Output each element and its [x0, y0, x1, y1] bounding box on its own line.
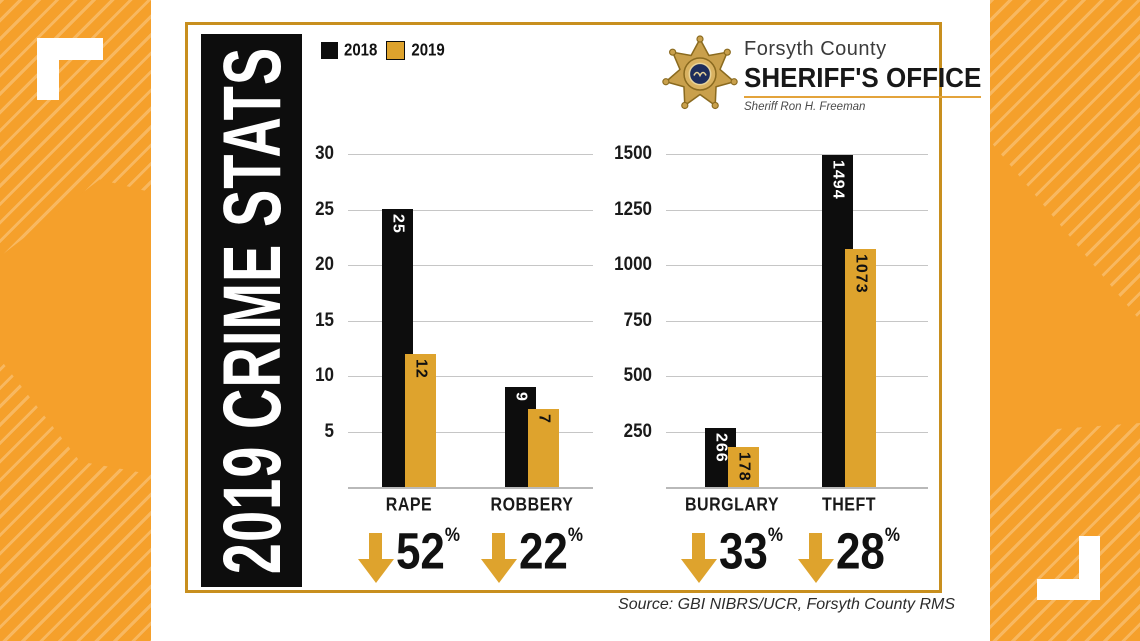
gridline — [666, 265, 928, 266]
bar-2018-burglary: 266 — [705, 428, 736, 487]
down-arrow-icon — [680, 533, 717, 583]
legend-item-2018: 2018 — [321, 40, 378, 61]
percent-sign: % — [567, 523, 584, 546]
infographic-card: 2019 CRIME STATS 2018 2019 Forsyth Co — [185, 22, 982, 593]
y-axis-tick-label: 10 — [315, 363, 334, 386]
bar-value-label: 7 — [535, 414, 553, 424]
logo-sheriff-name: Sheriff Ron H. Freeman — [744, 101, 866, 113]
legend-item-2019: 2019 — [386, 40, 445, 61]
left-orange-band — [0, 0, 151, 641]
y-axis-tick-label: 750 — [623, 308, 652, 330]
percent-sign: % — [767, 523, 784, 546]
y-axis-tick-label: 25 — [315, 197, 334, 219]
down-arrow-icon — [797, 533, 834, 583]
gridline — [348, 265, 593, 266]
pct-change-theft: 28% — [789, 525, 909, 583]
pct-value: 52% — [395, 523, 461, 581]
gridline — [666, 320, 928, 322]
legend: 2018 2019 — [321, 41, 445, 60]
pct-change-burglary: 33% — [672, 525, 792, 583]
pct-change-robbery: 22% — [472, 525, 592, 583]
legend-swatch-2018 — [321, 42, 338, 59]
chart-left: 5 10 15 20 25 30 25 12 RAPE 52% 9 7 ROBBERY 22% — [315, 142, 593, 583]
logo-gold-rule — [744, 96, 982, 98]
y-axis-tick-label: 1500 — [614, 141, 652, 164]
gridline — [666, 431, 928, 433]
bar-value-label: 9 — [512, 392, 530, 402]
bar-value-label: 1073 — [852, 254, 870, 294]
source-attribution: Source: GBI NIBRS/UCR, Forsyth County RM… — [618, 596, 955, 613]
bar-2019-theft: 1073 — [845, 249, 876, 487]
gridline — [348, 320, 593, 322]
bar-2019-burglary: 178 — [728, 447, 759, 487]
bar-value-label: 266 — [712, 433, 730, 463]
corner-bracket-bottom-right-icon — [1037, 536, 1100, 600]
category-label-theft: THEFT — [821, 495, 877, 516]
category-label-robbery: ROBBERY — [490, 495, 574, 516]
y-axis-tick-label: 250 — [623, 419, 652, 441]
y-axis-tick-label: 30 — [315, 141, 334, 164]
bar-value-label: 178 — [735, 452, 753, 482]
y-axis-tick-label: 15 — [315, 308, 334, 330]
bar-value-label: 25 — [389, 214, 407, 234]
bar-value-label: 12 — [412, 359, 430, 379]
percent-sign: % — [444, 523, 461, 546]
corner-bracket-top-left-icon — [37, 38, 103, 100]
gridline — [666, 376, 928, 377]
chart-right: 250 500 750 1000 1250 1500 266 178 BURGLARY 33% 14… — [614, 142, 928, 583]
y-axis-tick-label: 500 — [623, 363, 652, 386]
right-orange-band — [990, 0, 1140, 641]
bar-2019-robbery: 7 — [528, 409, 559, 487]
down-arrow-icon — [357, 533, 394, 583]
gridline — [666, 209, 928, 211]
legend-swatch-2019 — [386, 41, 406, 60]
sheriff-star-badge-icon — [662, 35, 738, 110]
gridline — [348, 209, 593, 211]
title-sidebar: 2019 CRIME STATS — [201, 34, 302, 587]
gridline — [348, 431, 593, 433]
sheriff-office-logo: Forsyth County SHERIFF'S OFFICE Sheriff … — [662, 35, 982, 113]
pct-value: 22% — [518, 523, 584, 581]
pct-value: 28% — [835, 523, 901, 581]
category-label-rape: RAPE — [385, 495, 433, 516]
page-title: 2019 CRIME STATS — [205, 46, 298, 575]
percent-sign: % — [884, 523, 901, 546]
y-axis-tick-label: 20 — [315, 252, 334, 275]
logo-text-block: Forsyth County SHERIFF'S OFFICE Sheriff … — [744, 38, 982, 113]
y-axis-tick-label: 1250 — [614, 197, 652, 219]
legend-label-2018: 2018 — [344, 40, 378, 61]
gridline — [348, 154, 593, 155]
legend-label-2019: 2019 — [411, 40, 445, 61]
gridline — [348, 376, 593, 377]
bar-2019-rape: 12 — [405, 354, 436, 487]
gridline — [666, 154, 928, 155]
category-label-burglary: BURGLARY — [684, 495, 780, 516]
y-axis-tick-label: 1000 — [614, 252, 652, 275]
logo-office-name: SHERIFF'S OFFICE — [744, 61, 982, 94]
pct-value: 33% — [718, 523, 784, 581]
logo-county-name: Forsyth County — [744, 38, 887, 60]
pct-change-rape: 52% — [349, 525, 469, 583]
y-axis-tick-label: 5 — [324, 419, 334, 441]
down-arrow-icon — [480, 533, 517, 583]
bar-value-label: 1494 — [829, 160, 847, 200]
